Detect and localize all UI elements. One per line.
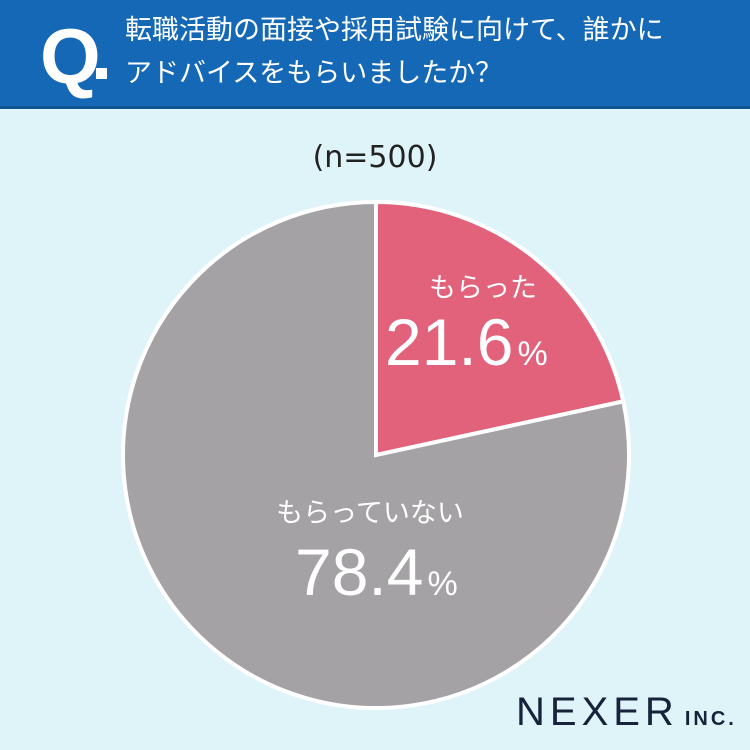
slice-value-0: 21.6% bbox=[385, 305, 548, 379]
pie-slice-1 bbox=[121, 199, 631, 710]
question-header: Q 転職活動の面接や採用試験に向けて、誰かに アドバイスをもらいましたか？ bbox=[0, 0, 750, 109]
q-mark: Q bbox=[40, 12, 101, 100]
brand-name: NEXER bbox=[516, 690, 679, 734]
question-line-2: アドバイスをもらいましたか？ bbox=[125, 58, 503, 89]
slice-label-1: もらっていない bbox=[276, 498, 464, 529]
pie-slice-0 bbox=[374, 199, 626, 458]
brand-suffix: INC. bbox=[684, 708, 737, 730]
q-dot bbox=[96, 68, 107, 79]
question-line-1: 転職活動の面接や採用試験に向けて、誰かに bbox=[125, 15, 664, 46]
sample-size: (n=500) bbox=[312, 140, 438, 175]
brand-logo: NEXER INC. bbox=[516, 690, 737, 735]
slice-label-0: もらった bbox=[429, 273, 537, 304]
